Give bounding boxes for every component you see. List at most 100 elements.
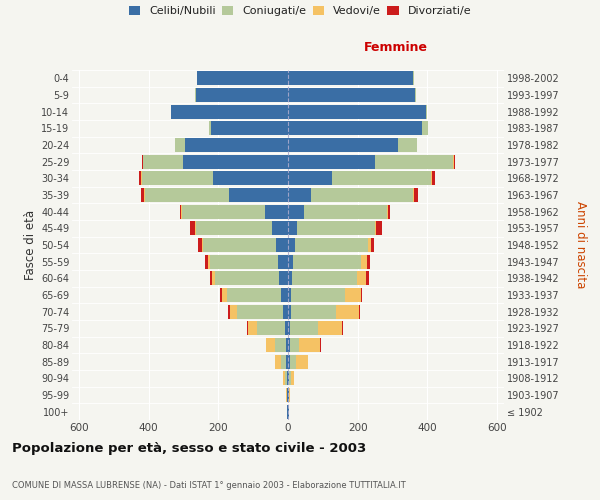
Bar xyxy=(297,221,375,236)
Bar xyxy=(425,104,427,118)
Bar xyxy=(288,338,290,352)
Bar xyxy=(202,238,203,252)
Bar xyxy=(287,388,288,402)
Bar xyxy=(209,254,278,269)
Y-axis label: Fasce di età: Fasce di età xyxy=(23,210,37,280)
Bar xyxy=(195,88,196,102)
Bar xyxy=(356,271,367,285)
Bar xyxy=(222,288,227,302)
Bar xyxy=(281,288,288,302)
Bar xyxy=(212,271,215,285)
Bar xyxy=(288,288,292,302)
Bar xyxy=(288,354,290,369)
Bar xyxy=(290,322,317,336)
Bar xyxy=(288,171,332,186)
Bar xyxy=(208,254,209,269)
Bar xyxy=(288,254,293,269)
Bar xyxy=(332,171,431,186)
Bar xyxy=(230,304,238,319)
Bar xyxy=(288,154,375,169)
Bar xyxy=(288,322,290,336)
Bar xyxy=(257,322,285,336)
Bar xyxy=(288,304,291,319)
Bar xyxy=(288,121,422,136)
Bar xyxy=(288,388,289,402)
Bar xyxy=(141,171,142,186)
Bar xyxy=(275,354,281,369)
Bar xyxy=(289,388,290,402)
Bar xyxy=(375,154,454,169)
Bar xyxy=(388,204,390,219)
Bar xyxy=(143,154,184,169)
Bar xyxy=(291,371,294,386)
Bar xyxy=(317,322,342,336)
Bar xyxy=(342,322,343,336)
Bar xyxy=(278,254,288,269)
Bar xyxy=(220,288,222,302)
Bar xyxy=(272,221,288,236)
Text: Popolazione per età, sesso e stato civile - 2003: Popolazione per età, sesso e stato civil… xyxy=(12,442,366,455)
Bar xyxy=(415,88,416,102)
Bar xyxy=(209,121,211,136)
Bar xyxy=(170,104,171,118)
Bar xyxy=(454,154,455,169)
Bar xyxy=(288,138,398,152)
Bar xyxy=(293,254,361,269)
Text: COMUNE DI MASSA LUBRENSE (NA) - Dati ISTAT 1° gennaio 2003 - Elaborazione TUTTIT: COMUNE DI MASSA LUBRENSE (NA) - Dati IST… xyxy=(12,481,406,490)
Bar xyxy=(182,204,265,219)
Bar xyxy=(359,304,361,319)
Bar xyxy=(295,238,368,252)
Bar xyxy=(279,271,288,285)
Bar xyxy=(311,188,413,202)
Bar xyxy=(285,322,288,336)
Bar xyxy=(229,188,288,202)
Bar xyxy=(288,271,292,285)
Bar xyxy=(276,238,288,252)
Bar xyxy=(288,71,413,86)
Bar xyxy=(197,71,288,86)
Bar xyxy=(171,104,288,118)
Bar xyxy=(196,88,288,102)
Bar xyxy=(275,338,286,352)
Bar xyxy=(304,204,387,219)
Bar xyxy=(142,154,143,169)
Bar xyxy=(215,271,279,285)
Bar xyxy=(413,71,414,86)
Bar xyxy=(367,254,370,269)
Bar xyxy=(336,304,359,319)
Bar xyxy=(288,404,289,419)
Bar xyxy=(288,204,304,219)
Bar xyxy=(422,121,428,136)
Bar xyxy=(266,338,275,352)
Bar xyxy=(287,371,288,386)
Bar xyxy=(292,288,346,302)
Bar xyxy=(414,188,418,202)
Bar xyxy=(376,221,382,236)
Bar xyxy=(288,188,311,202)
Bar xyxy=(289,371,291,386)
Bar xyxy=(296,354,308,369)
Text: Femmine: Femmine xyxy=(364,41,428,54)
Bar xyxy=(288,221,297,236)
Bar xyxy=(371,238,374,252)
Bar xyxy=(238,304,283,319)
Bar xyxy=(387,204,388,219)
Bar xyxy=(181,204,182,219)
Bar xyxy=(290,338,299,352)
Bar xyxy=(141,188,145,202)
Bar xyxy=(180,204,181,219)
Bar xyxy=(211,271,212,285)
Bar xyxy=(283,304,288,319)
Bar xyxy=(227,288,281,302)
Bar xyxy=(299,338,320,352)
Bar xyxy=(368,238,371,252)
Bar xyxy=(375,221,376,236)
Bar xyxy=(291,304,336,319)
Bar xyxy=(196,221,272,236)
Bar xyxy=(346,288,361,302)
Bar xyxy=(205,254,208,269)
Bar xyxy=(413,188,414,202)
Bar xyxy=(431,171,435,186)
Bar xyxy=(288,371,289,386)
Bar xyxy=(320,338,321,352)
